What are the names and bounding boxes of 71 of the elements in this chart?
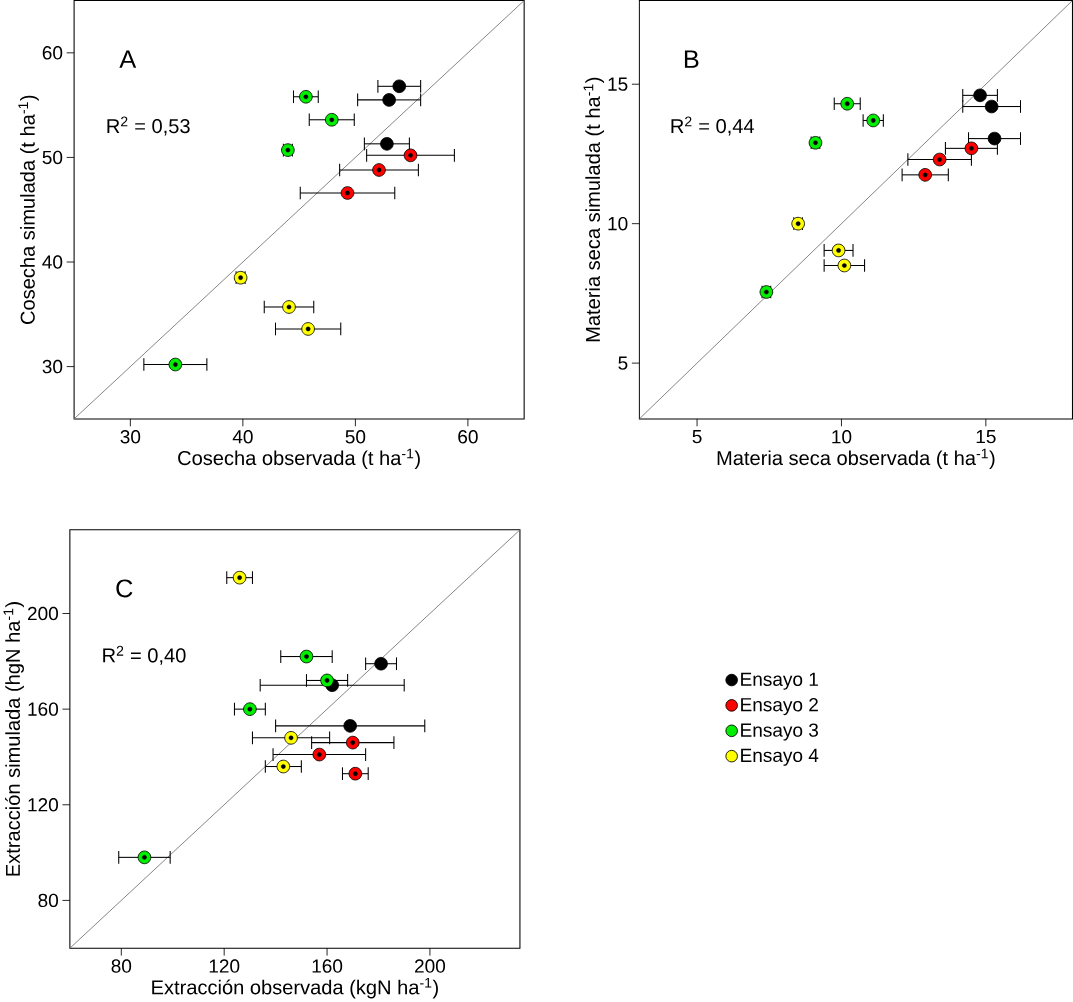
point [282, 300, 296, 314]
annotation: R$^{2}$ = 0,44 [671, 116, 755, 136]
y-axis-title: Cosecha simulada (t ha$^{-1}$) [18, 95, 39, 325]
point [392, 79, 407, 94]
y-tick-label: 10 [608, 216, 628, 231]
legend-label: Ensayo 1 [741, 672, 818, 690]
point [831, 243, 846, 258]
point [299, 649, 314, 664]
point [403, 148, 418, 163]
annotation: R$^{2}$ = 0,53 [107, 116, 190, 136]
point [243, 702, 257, 716]
point [346, 735, 360, 750]
x-tick-label: 160 [312, 959, 343, 973]
point [137, 850, 152, 865]
point [372, 163, 386, 177]
point [964, 141, 979, 156]
point [374, 656, 388, 671]
x-tick-label: 60 [458, 430, 478, 444]
x-tick-label: 120 [209, 959, 240, 973]
y-tick-label: 200 [27, 606, 58, 621]
point [276, 759, 291, 774]
annotation: C [116, 579, 133, 598]
y-tick-label: 5 [618, 356, 628, 370]
y-axis-title: Materia seca simulada (t ha$^{-1}$) [583, 77, 605, 342]
y-tick-label: 50 [42, 150, 63, 165]
point [382, 93, 396, 107]
x-tick-label: 50 [345, 430, 366, 444]
x-tick-label: 10 [832, 430, 852, 444]
annotation: B [684, 50, 699, 68]
annotation: A [119, 50, 137, 68]
legend-label: Ensayo 4 [741, 748, 819, 766]
y-tick-label: 15 [608, 77, 628, 91]
point [299, 90, 313, 104]
point [348, 766, 363, 781]
point [837, 258, 852, 273]
point [987, 131, 1002, 146]
point [312, 747, 327, 762]
y-tick-label: 80 [38, 893, 58, 908]
y-tick-label: 40 [42, 255, 63, 269]
point [918, 168, 932, 182]
x-tick-label: 30 [120, 430, 141, 444]
x-axis-title: Cosecha observada (t ha$^{-1}$) [178, 448, 420, 470]
point [973, 88, 987, 103]
legend-label: Ensayo 2 [741, 697, 818, 716]
y-tick-label: 30 [42, 359, 63, 374]
x-axis-title: Materia seca observada (t ha$^{-1}$) [717, 448, 995, 470]
y-axis-title: Extracción simulada (hgN ha$^{-1}$) [3, 602, 24, 876]
x-tick-label: 80 [111, 959, 132, 973]
point [232, 570, 247, 585]
point [840, 97, 855, 111]
x-tick-label: 200 [415, 959, 446, 973]
point [340, 186, 355, 200]
x-tick-label: 40 [232, 430, 253, 444]
point [343, 719, 357, 733]
point [984, 99, 999, 114]
legend-label: Ensayo 3 [741, 723, 819, 741]
point [866, 113, 880, 128]
x-tick-label: 15 [976, 430, 996, 444]
x-tick-label: 5 [692, 430, 702, 444]
point [301, 322, 315, 336]
annotation: R$^{2}$ = 0,40 [103, 645, 186, 665]
y-tick-label: 60 [42, 46, 63, 60]
point [932, 152, 947, 167]
point [324, 113, 339, 127]
point [168, 357, 183, 372]
point [320, 673, 334, 688]
y-tick-label: 120 [28, 798, 58, 812]
x-axis-title: Extracción observada (kgN ha$^{-1}$) [152, 977, 438, 999]
point [380, 137, 394, 151]
point [284, 731, 298, 745]
y-tick-label: 160 [28, 702, 58, 716]
